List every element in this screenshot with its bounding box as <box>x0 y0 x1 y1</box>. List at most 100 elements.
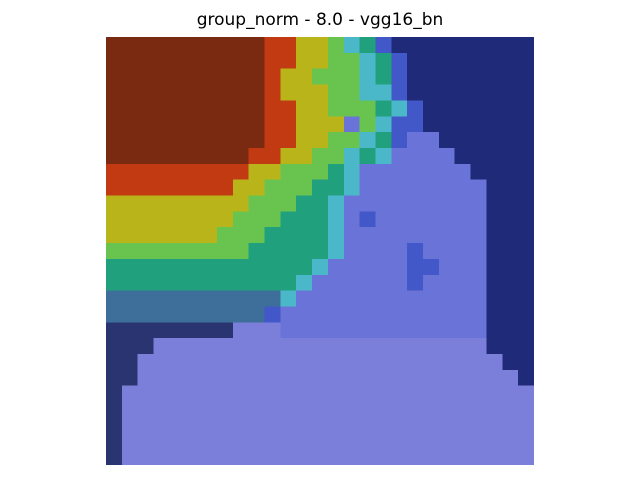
heatmap-cell <box>391 338 408 355</box>
heatmap-cell <box>502 243 519 260</box>
heatmap-cell <box>216 417 234 434</box>
heatmap-cell <box>216 147 234 165</box>
heatmap-cell <box>470 132 488 149</box>
heatmap-cell <box>248 258 266 276</box>
heatmap-cell <box>312 274 329 292</box>
heatmap-cell <box>185 52 202 70</box>
heatmap-cell <box>280 227 297 244</box>
heatmap-cell <box>327 68 345 86</box>
heatmap-cell <box>375 179 392 197</box>
heatmap-cell <box>359 274 377 292</box>
heatmap-cell <box>121 322 139 339</box>
heatmap-cell <box>470 449 488 465</box>
heatmap-cell <box>280 37 297 54</box>
heatmap-image <box>106 37 534 465</box>
heatmap-cell <box>201 100 218 117</box>
heatmap-cell <box>518 258 534 276</box>
heatmap-cell <box>296 354 313 371</box>
heatmap-cell <box>470 401 488 419</box>
heatmap-cell <box>201 68 218 86</box>
heatmap-cell <box>201 290 218 308</box>
heatmap-cell <box>423 322 440 339</box>
heatmap-cell <box>264 306 281 323</box>
heatmap-cell <box>137 37 155 54</box>
heatmap-cell <box>502 132 519 149</box>
heatmap-cell <box>502 163 519 181</box>
heatmap-cell <box>375 52 392 70</box>
heatmap-cell <box>137 243 155 260</box>
heatmap-cell <box>518 163 534 181</box>
heatmap-cell <box>502 211 519 228</box>
heatmap-cell <box>375 354 392 371</box>
heatmap-cell <box>502 369 519 387</box>
heatmap-cell <box>137 179 155 197</box>
heatmap-cell <box>201 385 218 403</box>
heatmap-cell <box>375 401 392 419</box>
heatmap-cell <box>106 68 123 86</box>
heatmap-cell <box>264 179 281 197</box>
heatmap-cell <box>153 116 171 133</box>
heatmap-cell <box>137 417 155 434</box>
heatmap-cell <box>201 449 218 465</box>
heatmap-cell <box>407 322 424 339</box>
heatmap-cell <box>137 274 155 292</box>
heatmap-cell <box>454 132 472 149</box>
heatmap-cell <box>312 132 329 149</box>
heatmap-cell <box>486 290 503 308</box>
heatmap-cell <box>169 290 186 308</box>
heatmap-cell <box>423 243 440 260</box>
heatmap-cell <box>375 369 392 387</box>
heatmap-cell <box>518 243 534 260</box>
heatmap-cell <box>375 163 392 181</box>
heatmap-cell <box>327 132 345 149</box>
heatmap-cell <box>248 52 266 70</box>
heatmap-cell <box>153 417 171 434</box>
heatmap-cell <box>216 243 234 260</box>
heatmap-cell <box>264 163 281 181</box>
heatmap-cell <box>201 52 218 70</box>
heatmap-cell <box>407 163 424 181</box>
heatmap-cell <box>185 354 202 371</box>
heatmap-cell <box>454 354 472 371</box>
heatmap-cell <box>391 258 408 276</box>
heatmap-cell <box>343 84 361 102</box>
heatmap-cell <box>375 433 392 450</box>
heatmap-cell <box>327 211 345 228</box>
heatmap-cell <box>232 401 250 419</box>
heatmap-cell <box>343 243 361 260</box>
heatmap-cell <box>106 322 123 339</box>
heatmap-cell <box>407 385 424 403</box>
heatmap-cell <box>407 195 424 212</box>
heatmap-cell <box>375 338 392 355</box>
heatmap-cell <box>438 417 456 434</box>
heatmap-cell <box>232 290 250 308</box>
heatmap-cell <box>169 354 186 371</box>
heatmap-cell <box>137 211 155 228</box>
heatmap-cell <box>232 211 250 228</box>
heatmap-cell <box>343 433 361 450</box>
heatmap-cell <box>216 37 234 54</box>
heatmap-cell <box>201 306 218 323</box>
heatmap-cell <box>312 68 329 86</box>
heatmap-cell <box>454 147 472 165</box>
heatmap-cell <box>106 84 123 102</box>
heatmap-cell <box>312 417 329 434</box>
heatmap-cell <box>137 147 155 165</box>
heatmap-cell <box>216 163 234 181</box>
heatmap-cell <box>343 116 361 133</box>
heatmap-cell <box>423 290 440 308</box>
heatmap-cell <box>454 385 472 403</box>
heatmap-cell <box>423 195 440 212</box>
heatmap-cell <box>391 290 408 308</box>
heatmap-cell <box>185 100 202 117</box>
heatmap-cell <box>248 163 266 181</box>
heatmap-cell <box>391 132 408 149</box>
heatmap-cell <box>470 211 488 228</box>
heatmap-cell <box>454 243 472 260</box>
heatmap-cell <box>169 274 186 292</box>
heatmap-cell <box>296 68 313 86</box>
heatmap-cell <box>454 322 472 339</box>
heatmap-cell <box>407 274 424 292</box>
heatmap-cell <box>407 37 424 54</box>
heatmap-cell <box>280 100 297 117</box>
